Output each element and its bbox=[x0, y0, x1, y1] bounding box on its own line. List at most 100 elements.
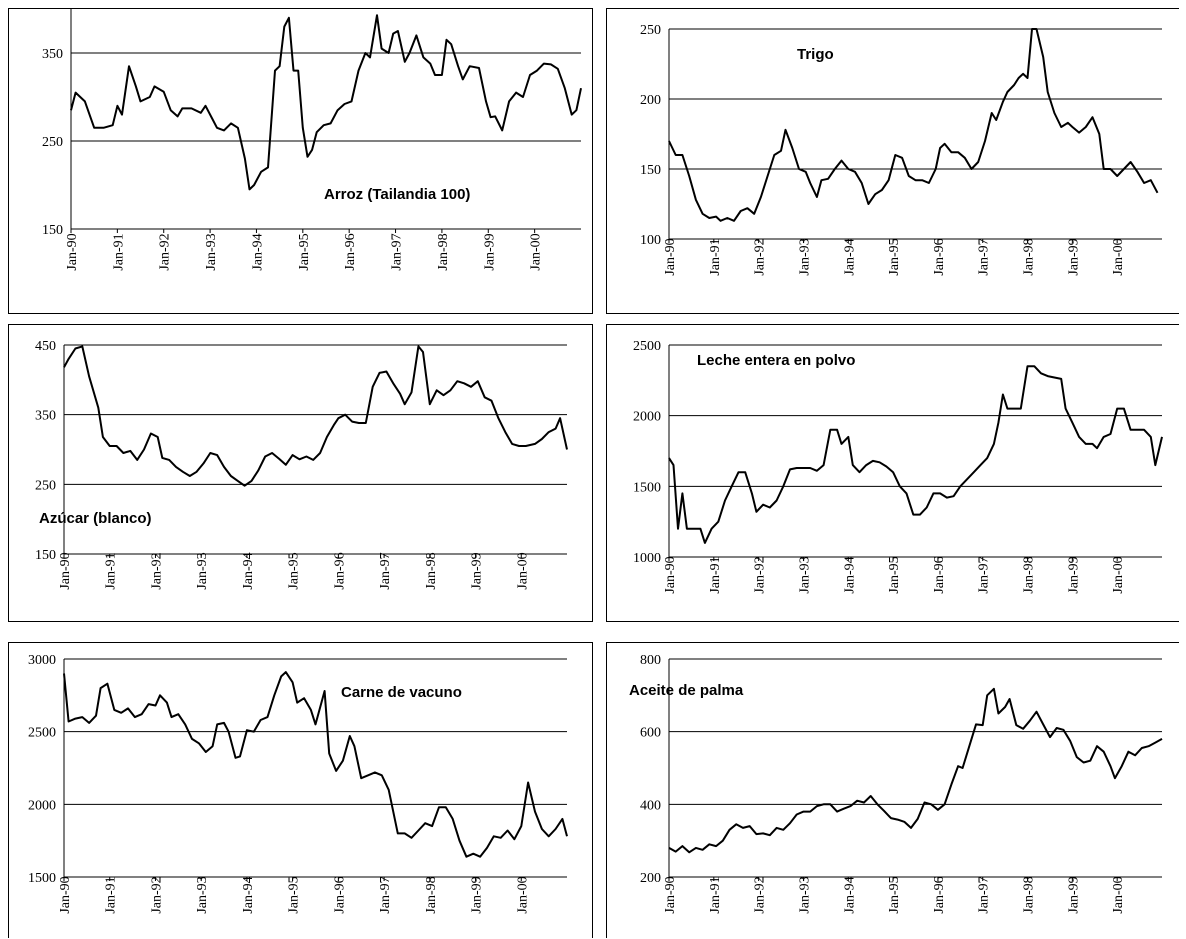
series-line bbox=[668, 28, 1159, 222]
x-tick-label: Jan-99 bbox=[470, 876, 485, 913]
y-tick-label: 200 bbox=[640, 93, 661, 108]
x-tick-label: Jan-93 bbox=[195, 552, 210, 589]
x-tick-label: Jan-93 bbox=[195, 876, 210, 913]
chart-title: Leche entera en polvo bbox=[697, 352, 855, 369]
x-tick-label: Jan-92 bbox=[158, 233, 173, 270]
y-tick-label: 150 bbox=[35, 548, 56, 563]
x-tick-label: Jan-95 bbox=[287, 876, 302, 913]
y-tick-label: 150 bbox=[42, 223, 63, 238]
chart-leche: 1000 1500 2000 2500 Jan-90 Jan-91 Jan-92 Jan-93… bbox=[633, 339, 1163, 594]
chart-title: Arroz (Tailandia 100) bbox=[324, 186, 470, 203]
chart-title: Carne de vacuno bbox=[341, 684, 462, 701]
x-tick-label: Jan-91 bbox=[111, 233, 126, 270]
y-tick-label: 1500 bbox=[28, 871, 56, 886]
panel-azucar: 150 250 350 450 Jan-90 Jan-91 Jan-92 Jan-93 Jan-… bbox=[8, 324, 593, 622]
x-tick-label: Jan-98 bbox=[424, 552, 439, 589]
x-tick-label: Jan-96 bbox=[332, 876, 347, 913]
x-tick-label: Jan-97 bbox=[378, 876, 393, 913]
x-tick-label: Jan-00 bbox=[1111, 556, 1126, 593]
x-tick-label: Jan-00 bbox=[529, 233, 544, 270]
x-tick-label: Jan-94 bbox=[241, 876, 256, 913]
x-tick-label: Jan-90 bbox=[65, 233, 80, 270]
x-tick-label: Jan-99 bbox=[1066, 876, 1081, 913]
x-tick-label: Jan-95 bbox=[887, 876, 902, 913]
x-tick-label: Jan-92 bbox=[753, 238, 768, 275]
x-tick-label: Jan-90 bbox=[58, 876, 73, 913]
x-tick-label: Jan-96 bbox=[932, 876, 947, 913]
x-tick-label: Jan-95 bbox=[887, 238, 902, 275]
chart-arroz: 150 250 350 Jan-90 Jan-91 Jan-92 Jan-93 Jan-94 J… bbox=[42, 9, 582, 271]
x-tick-label: Jan-99 bbox=[470, 552, 485, 589]
x-tick-label: Jan-00 bbox=[515, 876, 530, 913]
x-tick-label: Jan-00 bbox=[1111, 876, 1126, 913]
x-tick-label: Jan-98 bbox=[1022, 876, 1037, 913]
y-tick-label: 100 bbox=[640, 233, 661, 248]
x-tick-label: Jan-92 bbox=[149, 552, 164, 589]
panel-arroz: 150 250 350 Jan-90 Jan-91 Jan-92 Jan-93 Jan-94 J… bbox=[8, 8, 593, 314]
chart-carne: 1500 2000 2500 3000 Jan-90 Jan-91 Jan-92 Jan-93… bbox=[28, 653, 568, 914]
x-tick-label: Jan-92 bbox=[753, 876, 768, 913]
y-tick-label: 400 bbox=[640, 798, 661, 813]
x-tick-label: Jan-99 bbox=[1066, 238, 1081, 275]
x-tick-label: Jan-98 bbox=[1022, 238, 1037, 275]
x-tick-label: Jan-90 bbox=[58, 552, 73, 589]
x-tick-label: Jan-93 bbox=[797, 556, 812, 593]
x-tick-label: Jan-92 bbox=[149, 876, 164, 913]
chart-trigo: 100 150 200 250 Jan-90 Jan-91 Jan-92 Jan-93 Jan-… bbox=[640, 23, 1162, 276]
series-line bbox=[63, 345, 568, 487]
chart-title: Azúcar (blanco) bbox=[39, 510, 152, 527]
x-tick-label: Jan-96 bbox=[932, 556, 947, 593]
series-line bbox=[63, 671, 568, 858]
y-tick-label: 250 bbox=[42, 135, 63, 150]
x-tick-label: Jan-97 bbox=[977, 556, 992, 593]
y-tick-label: 250 bbox=[35, 478, 56, 493]
x-tick-label: Jan-97 bbox=[390, 233, 405, 270]
x-tick-label: Jan-96 bbox=[343, 233, 358, 270]
x-tick-label: Jan-95 bbox=[297, 233, 312, 270]
chart-title: Trigo bbox=[797, 46, 834, 63]
y-tick-label: 2000 bbox=[633, 410, 661, 425]
y-tick-label: 1000 bbox=[633, 551, 661, 566]
panel-carne: 1500 2000 2500 3000 Jan-90 Jan-91 Jan-92 Jan-93… bbox=[8, 642, 593, 938]
x-tick-label: Jan-96 bbox=[932, 238, 947, 275]
y-tick-label: 2500 bbox=[633, 339, 661, 354]
y-tick-label: 3000 bbox=[28, 653, 56, 668]
x-tick-label: Jan-91 bbox=[708, 556, 723, 593]
chart-azucar: 150 250 350 450 Jan-90 Jan-91 Jan-92 Jan-93 Jan-… bbox=[35, 339, 568, 590]
y-tick-label: 150 bbox=[640, 163, 661, 178]
x-tick-label: Jan-95 bbox=[287, 552, 302, 589]
series-line bbox=[668, 365, 1163, 544]
x-tick-label: Jan-91 bbox=[708, 238, 723, 275]
x-tick-label: Jan-92 bbox=[753, 556, 768, 593]
x-tick-label: Jan-95 bbox=[887, 556, 902, 593]
x-tick-label: Jan-93 bbox=[204, 233, 219, 270]
x-tick-label: Jan-93 bbox=[797, 876, 812, 913]
x-tick-label: Jan-90 bbox=[663, 556, 678, 593]
series-line bbox=[668, 687, 1163, 854]
x-tick-label: Jan-94 bbox=[842, 876, 857, 913]
x-tick-label: Jan-91 bbox=[104, 552, 119, 589]
y-tick-label: 350 bbox=[35, 409, 56, 424]
series-line bbox=[70, 14, 582, 191]
panel-aceite: 200 400 600 800 Jan-90 Jan-91 Jan-92 Jan-93 Jan-… bbox=[606, 642, 1179, 938]
x-tick-label: Jan-99 bbox=[482, 233, 497, 270]
y-tick-label: 200 bbox=[640, 871, 661, 886]
x-tick-label: Jan-98 bbox=[436, 233, 451, 270]
y-tick-label: 800 bbox=[640, 653, 661, 668]
x-tick-label: Jan-98 bbox=[424, 876, 439, 913]
x-tick-label: Jan-97 bbox=[977, 238, 992, 275]
x-tick-label: Jan-94 bbox=[842, 238, 857, 275]
x-tick-label: Jan-91 bbox=[708, 876, 723, 913]
x-tick-label: Jan-90 bbox=[663, 238, 678, 275]
x-tick-label: Jan-97 bbox=[977, 876, 992, 913]
x-tick-label: Jan-98 bbox=[1022, 556, 1037, 593]
x-tick-label: Jan-91 bbox=[104, 876, 119, 913]
x-tick-label: Jan-96 bbox=[332, 552, 347, 589]
x-tick-label: Jan-90 bbox=[663, 876, 678, 913]
y-tick-label: 250 bbox=[640, 23, 661, 38]
panel-leche: 1000 1500 2000 2500 Jan-90 Jan-91 Jan-92 Jan-93… bbox=[606, 324, 1179, 622]
x-tick-label: Jan-94 bbox=[241, 552, 256, 589]
panel-trigo: 100 150 200 250 Jan-90 Jan-91 Jan-92 Jan-93 Jan-… bbox=[606, 8, 1179, 314]
x-tick-label: Jan-00 bbox=[515, 552, 530, 589]
y-tick-label: 2000 bbox=[28, 798, 56, 813]
